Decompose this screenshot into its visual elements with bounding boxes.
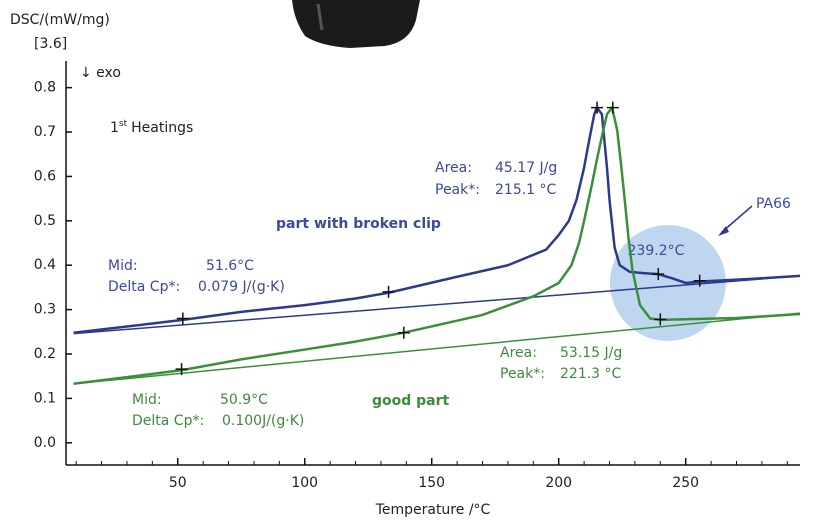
cp-value: 0.079 J/(g·K) — [198, 279, 285, 295]
part-photo — [292, 0, 420, 48]
crosshair-marker — [397, 326, 410, 339]
heating-number: 1 — [110, 120, 119, 136]
crosshair-marker — [176, 312, 189, 325]
baseline — [73, 312, 801, 385]
mid-value: 51.6°C — [206, 258, 254, 274]
x-tick-label: 200 — [545, 475, 572, 491]
area-label: Area: — [500, 345, 537, 361]
y-tick-label: 0.1 — [34, 390, 56, 406]
series-label: part with broken clip — [276, 216, 441, 232]
heating-label: 1st Heatings — [110, 119, 193, 137]
y-tick-label: 0.2 — [34, 346, 56, 362]
peak-value: 221.3 °C — [560, 366, 622, 382]
pa-arrow-head — [718, 226, 729, 236]
crosshair-marker — [654, 313, 667, 326]
y-tick-label: 0.3 — [34, 302, 56, 318]
series-label: good part — [372, 393, 450, 409]
y-factor: [3.6] — [34, 36, 67, 52]
crosshair-marker — [606, 101, 619, 114]
baseline — [73, 275, 801, 335]
part-photo-detail — [316, 3, 324, 31]
crosshair-marker — [693, 274, 706, 287]
area-label: Area: — [435, 160, 472, 176]
x-axis-label: Temperature /°C — [375, 502, 491, 518]
exo-label: ↓ exo — [80, 65, 121, 81]
y-tick-label: 0.4 — [34, 257, 56, 273]
y-tick-label: 0.8 — [34, 80, 56, 96]
y-tick-label: 0.0 — [34, 435, 56, 451]
mid-label: Mid: — [132, 392, 162, 408]
mid-label: Mid: — [108, 258, 138, 274]
heating-suffix: st — [119, 119, 128, 129]
area-value: 45.17 J/g — [495, 160, 557, 176]
y-axis-label: DSC/(mW/mg) — [10, 12, 110, 28]
heating-text: Heatings — [131, 120, 193, 136]
pa-label: PA66 — [756, 196, 791, 212]
x-tick-label: 100 — [291, 475, 318, 491]
crosshair-marker — [591, 101, 604, 114]
cp-value: 0.100J/(g·K) — [222, 413, 304, 429]
y-tick-label: 0.5 — [34, 213, 56, 229]
cp-label: Delta Cp*: — [108, 279, 180, 295]
y-tick-label: 0.6 — [34, 168, 56, 184]
x-tick-label: 150 — [418, 475, 445, 491]
crosshair-marker — [382, 285, 395, 298]
crosshair-marker — [652, 268, 665, 281]
highlight-circle — [609, 224, 726, 341]
peak-label: Peak*: — [500, 366, 545, 382]
y-tick-label: 0.7 — [34, 124, 56, 140]
x-tick-label: 250 — [672, 475, 699, 491]
x-tick-label: 50 — [169, 475, 187, 491]
cp-label: Delta Cp*: — [132, 413, 204, 429]
peak-label: Peak*: — [435, 182, 480, 198]
crosshair-marker — [175, 363, 188, 376]
pa-arrow — [721, 205, 753, 233]
highlight-label: 239.2°C — [628, 243, 685, 259]
area-value: 53.15 J/g — [560, 345, 622, 361]
peak-value: 215.1 °C — [495, 182, 557, 198]
curve — [73, 106, 801, 385]
mid-value: 50.9°C — [220, 392, 268, 408]
